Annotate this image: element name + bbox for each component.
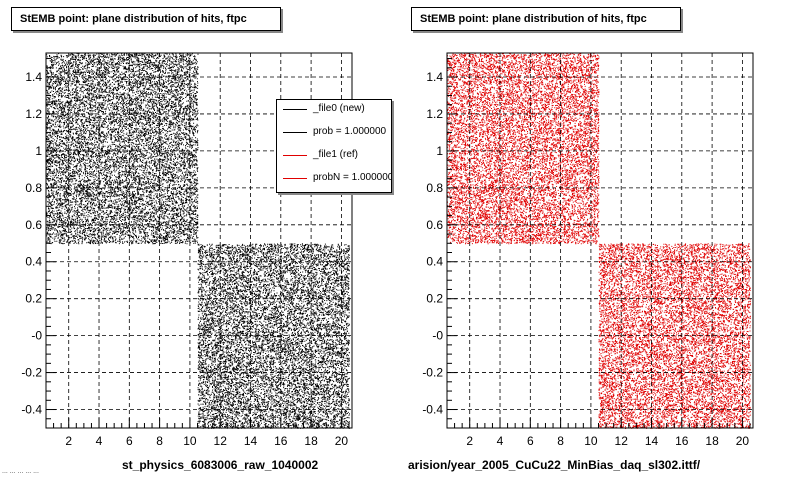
x-tick-label: 2 xyxy=(466,434,473,448)
y-tick-label: -0 xyxy=(432,329,443,343)
y-tick-label: 1.4 xyxy=(426,70,443,84)
x-tick-label: 12 xyxy=(214,434,228,448)
x-tick-label: 4 xyxy=(497,434,504,448)
y-tick-label: 0.2 xyxy=(426,292,443,306)
y-tick-label: -0.4 xyxy=(422,403,443,417)
y-tick-label: -0.2 xyxy=(21,366,42,380)
x-tick-label: 12 xyxy=(615,434,629,448)
scatter-region-1 xyxy=(197,243,350,429)
legend-swatch xyxy=(283,132,307,133)
scatter-region-0 xyxy=(46,53,199,245)
legend-entry-prob: prob = 1.000000 xyxy=(277,123,391,143)
x-tick-label: 2 xyxy=(65,434,72,448)
grid xyxy=(447,53,753,428)
scatter-points xyxy=(46,53,350,429)
legend-entry-file1: _file1 (ref) xyxy=(277,146,391,166)
x-tick-label: 4 xyxy=(96,434,103,448)
y-tick-label: -0.2 xyxy=(422,366,443,380)
x-tick-label: 14 xyxy=(244,434,258,448)
y-tick-label: 1.2 xyxy=(426,107,443,121)
y-tick-label: 0.4 xyxy=(426,255,443,269)
pad-divider xyxy=(390,0,391,480)
legend-label: _file0 (new) xyxy=(313,103,365,114)
x-tick-label: 20 xyxy=(736,434,750,448)
y-tick-label: 0.8 xyxy=(426,181,443,195)
x-tick-label: 10 xyxy=(584,434,598,448)
scatter-points xyxy=(447,53,751,429)
legend-swatch xyxy=(283,178,307,179)
x-tick-label: 10 xyxy=(183,434,197,448)
right-plot-title: StEMB point: plane distribution of hits,… xyxy=(411,7,681,31)
legend-label: prob = 1.000000 xyxy=(313,126,387,137)
y-tick-label: 1 xyxy=(436,144,443,158)
x-tick-label: 18 xyxy=(304,434,318,448)
x-tick-label: 16 xyxy=(274,434,288,448)
left-plot-title: StEMB point: plane distribution of hits,… xyxy=(11,7,281,31)
legend: _file0 (new) prob = 1.000000 _file1 (ref… xyxy=(276,99,392,193)
y-tick-label: 0.4 xyxy=(25,255,42,269)
y-tick-label: 0.6 xyxy=(25,218,42,232)
y-axis: -0.4 -0.2 -0 0.2 0.4 0.6 0.8 1 1.2 1.4 xyxy=(21,58,56,429)
scatter-region-1 xyxy=(598,243,751,429)
y-tick-label: 1.4 xyxy=(25,70,42,84)
x-tick-label: 14 xyxy=(645,434,659,448)
x-tick-label: 18 xyxy=(705,434,719,448)
x-tick-label: 8 xyxy=(557,434,564,448)
right-plot: 2 4 6 8 10 12 14 16 18 20 -0.4 -0.2 -0 0.2 0.4 0.6 0.8 1 1… xyxy=(422,52,754,448)
legend-label: _file1 (ref) xyxy=(313,149,359,160)
y-axis: -0.4 -0.2 -0 0.2 0.4 0.6 0.8 1 1.2 1.4 xyxy=(422,58,457,429)
left-plot-xlabel: st_physics_6083006_raw_1040002 xyxy=(122,458,319,472)
y-tick-label: 0.8 xyxy=(25,181,42,195)
y-tick-label: 1 xyxy=(35,144,42,158)
right-plot-xlabel: arision/year_2005_CuCu22_MinBias_daq_sl3… xyxy=(408,458,701,472)
plot-frame xyxy=(446,52,754,429)
legend-swatch xyxy=(283,155,307,156)
legend-label: probN = 1.000000 xyxy=(313,172,392,183)
x-axis: 2 4 6 8 10 12 14 16 18 20 xyxy=(446,418,751,448)
legend-swatch xyxy=(283,109,307,110)
x-axis: 2 4 6 8 10 12 14 16 18 20 xyxy=(45,418,350,448)
x-tick-label: 6 xyxy=(527,434,534,448)
legend-entry-probn: probN = 1.000000 xyxy=(277,169,391,189)
legend-entry-file0: _file0 (new) xyxy=(277,100,391,120)
plot-frame xyxy=(45,52,353,429)
y-tick-label: -0 xyxy=(31,329,42,343)
corner-text: ... ... ... ... ... xyxy=(2,468,39,475)
y-tick-label: 0.2 xyxy=(25,292,42,306)
x-tick-label: 6 xyxy=(126,434,133,448)
x-tick-label: 20 xyxy=(335,434,349,448)
y-tick-label: -0.4 xyxy=(21,403,42,417)
x-tick-label: 8 xyxy=(156,434,163,448)
y-tick-label: 0.6 xyxy=(426,218,443,232)
y-tick-label: 1.2 xyxy=(25,107,42,121)
x-tick-label: 16 xyxy=(675,434,689,448)
scatter-region-0 xyxy=(447,53,600,245)
